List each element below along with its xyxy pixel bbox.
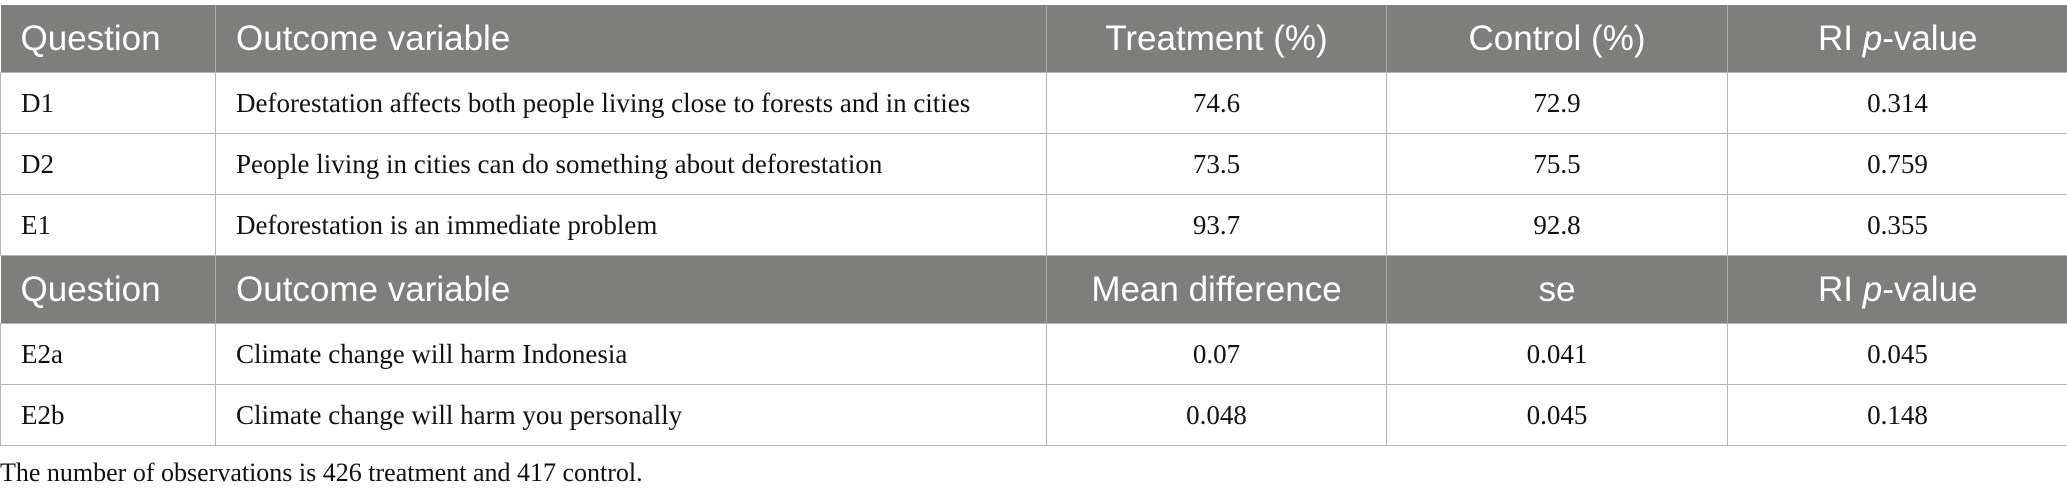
table-row: D2 People living in cities can do someth… — [0, 133, 2067, 195]
question-id: E1 — [0, 194, 216, 256]
table-row: D1 Deforestation affects both people liv… — [0, 72, 2067, 134]
header-ri-p-value: RI p-value — [1727, 5, 2067, 73]
table-footnote: The number of observations is 426 treatm… — [0, 458, 643, 487]
header-control: Control (%) — [1386, 5, 1728, 73]
mean-difference-value: 0.07 — [1046, 323, 1387, 385]
se-value: 0.041 — [1386, 323, 1728, 385]
header-row-2: Question Outcome variable Mean differenc… — [0, 255, 2067, 324]
question-id: E2b — [0, 384, 216, 446]
header-outcome-variable: Outcome variable — [215, 255, 1047, 324]
outcome-variable: Deforestation affects both people living… — [215, 72, 1047, 134]
header-value-suffix: -value — [1882, 269, 1978, 309]
mean-difference-value: 0.048 — [1046, 384, 1387, 446]
control-value: 72.9 — [1386, 72, 1728, 134]
table-row: E2a Climate change will harm Indonesia 0… — [0, 323, 2067, 385]
control-value: 75.5 — [1386, 133, 1728, 195]
header-ri-p-value: RI p-value — [1727, 255, 2067, 324]
outcome-variable: Deforestation is an immediate problem — [215, 194, 1047, 256]
treatment-value: 74.6 — [1046, 72, 1387, 134]
header-treatment: Treatment (%) — [1046, 5, 1387, 73]
header-question: Question — [0, 5, 216, 73]
control-value: 92.8 — [1386, 194, 1728, 256]
outcome-variable: People living in cities can do something… — [215, 133, 1047, 195]
ri-p-value: 0.314 — [1727, 72, 2067, 134]
header-question: Question — [0, 255, 216, 324]
question-id: D1 — [0, 72, 216, 134]
header-value-suffix: -value — [1882, 18, 1978, 58]
ri-p-value: 0.045 — [1727, 323, 2067, 385]
se-value: 0.045 — [1386, 384, 1728, 446]
treatment-value: 93.7 — [1046, 194, 1387, 256]
outcome-variable: Climate change will harm you personally — [215, 384, 1047, 446]
table-row: E1 Deforestation is an immediate problem… — [0, 194, 2067, 256]
ri-p-value: 0.148 — [1727, 384, 2067, 446]
results-table-container: Question Outcome variable Treatment (%) … — [0, 5, 2067, 446]
ri-p-value: 0.759 — [1727, 133, 2067, 195]
treatment-value: 73.5 — [1046, 133, 1387, 195]
header-p-italic: p — [1862, 269, 1883, 309]
header-p-italic: p — [1862, 18, 1883, 58]
header-outcome-variable: Outcome variable — [215, 5, 1047, 73]
ri-p-value: 0.355 — [1727, 194, 2067, 256]
header-ri-prefix: RI — [1817, 269, 1863, 309]
outcome-variable: Climate change will harm Indonesia — [215, 323, 1047, 385]
header-ri-prefix: RI — [1817, 18, 1863, 58]
question-id: E2a — [0, 323, 216, 385]
question-id: D2 — [0, 133, 216, 195]
header-mean-difference: Mean difference — [1046, 255, 1387, 324]
header-row-1: Question Outcome variable Treatment (%) … — [0, 5, 2067, 73]
header-se: se — [1386, 255, 1728, 324]
table-row: E2b Climate change will harm you persona… — [0, 384, 2067, 446]
results-table: Question Outcome variable Treatment (%) … — [0, 5, 2067, 446]
